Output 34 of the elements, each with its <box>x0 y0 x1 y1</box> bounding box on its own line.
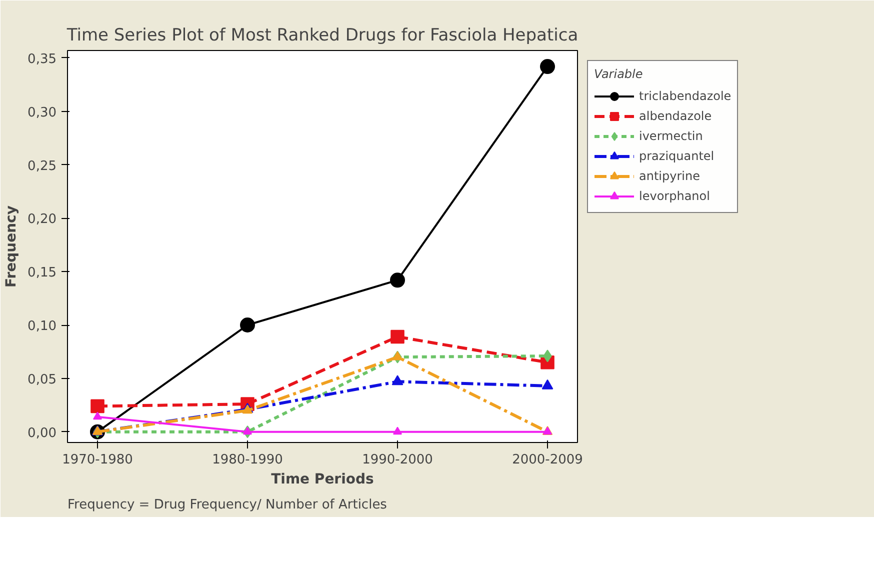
point <box>540 59 555 74</box>
y-tick-label: 0,25 <box>28 158 57 174</box>
x-tick-label: 2000-2009 <box>512 452 583 468</box>
legend-title: Variable <box>594 67 644 81</box>
point <box>390 330 404 344</box>
legend-label: praziquantel <box>639 149 714 163</box>
y-tick-label: 0,05 <box>28 372 57 388</box>
legend-label: ivermectin <box>639 129 703 143</box>
legend-label: levorphanol <box>639 189 710 203</box>
legend-label: albendazole <box>639 109 712 123</box>
point <box>243 426 252 435</box>
point <box>393 426 402 435</box>
point <box>542 379 554 390</box>
y-tick-label: 0,35 <box>28 52 57 67</box>
x-axis-title: Time Periods <box>271 472 374 488</box>
y-tick-label: 0,15 <box>28 266 57 281</box>
y-axis-title: Frequency <box>4 206 20 288</box>
y-tick-label: 0,00 <box>28 426 57 441</box>
point <box>93 412 102 420</box>
point <box>392 351 403 360</box>
point <box>390 272 405 288</box>
x-tick-label: 1970-1980 <box>62 452 133 468</box>
y-tick-label: 0,30 <box>28 105 57 120</box>
legend-label: triclabendazole <box>639 89 732 103</box>
chart-title: Time Series Plot of Most Ranked Drugs for Fasciola Hepatica <box>66 26 578 46</box>
x-tick-label: 1990-2000 <box>362 452 433 468</box>
point <box>392 375 404 386</box>
x-tick-label: 1980-1990 <box>212 452 283 468</box>
y-tick-label: 0,10 <box>28 319 57 334</box>
y-tick-label: 0,20 <box>28 212 57 228</box>
point <box>240 318 255 332</box>
point <box>90 399 104 414</box>
text: Frequency = Drug Frequency/ Number of Articles <box>68 498 388 512</box>
legend-label: antipyrine <box>639 169 700 183</box>
